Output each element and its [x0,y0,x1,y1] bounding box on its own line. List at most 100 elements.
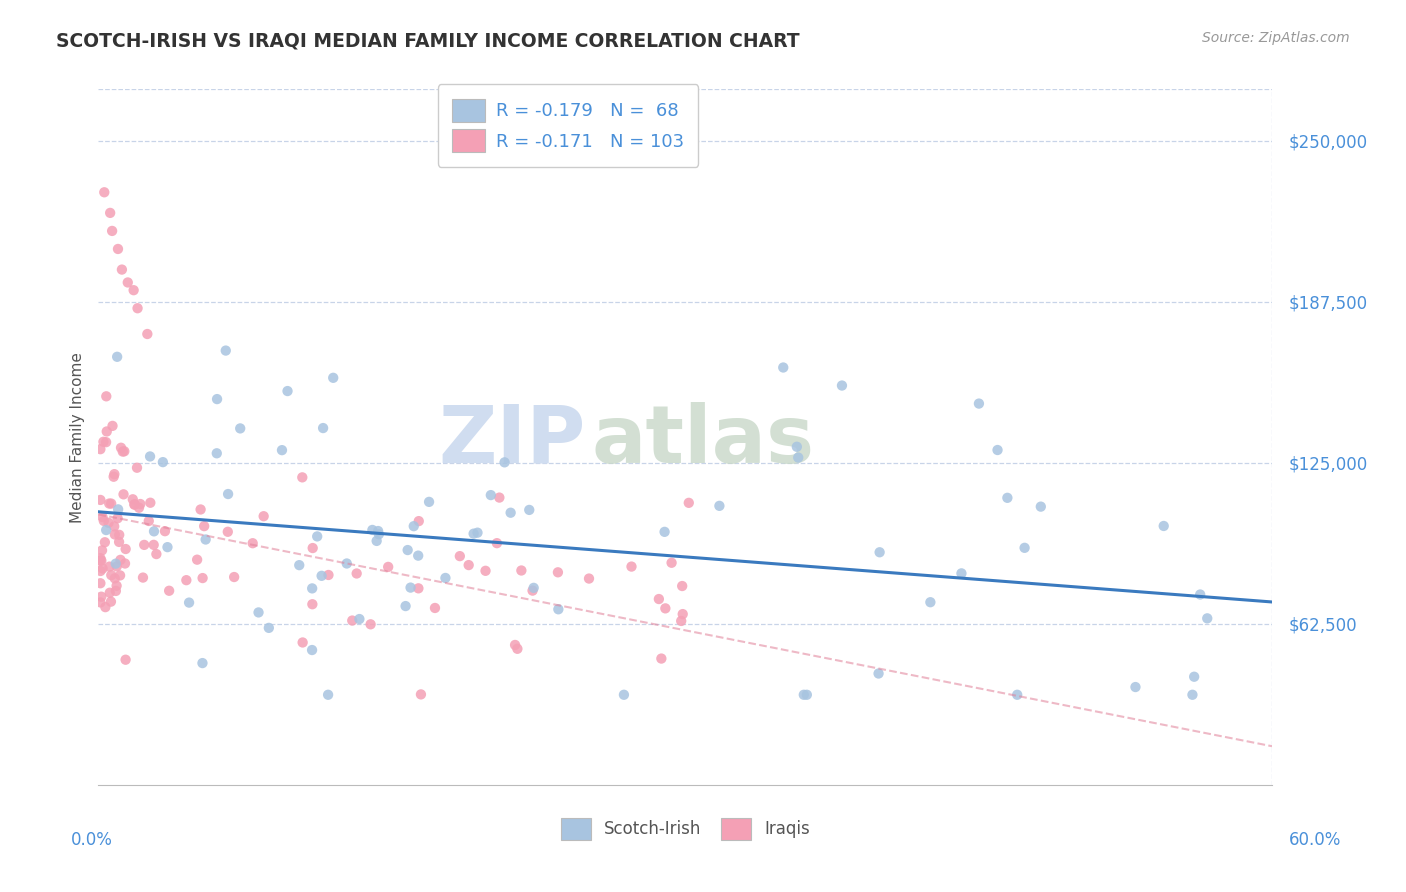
Point [93,514,115,528]
Point [349,612,371,626]
Point [194,533,217,547]
Point [661,556,683,570]
Point [157,583,180,598]
Point [90,554,112,568]
Point [547,602,569,616]
Point [93,434,115,449]
Point [503,638,526,652]
Point [177,596,200,610]
Point [114,653,136,667]
Point [434,571,457,585]
Point [360,617,382,632]
Point [129,497,152,511]
Text: 60.0%: 60.0% [1288,831,1341,849]
Point [408,582,430,596]
Point [301,643,323,657]
Point [868,666,890,681]
Point [90,590,112,604]
Point [132,571,155,585]
Point [318,568,340,582]
Point [316,688,339,702]
Point [474,564,496,578]
Point [307,529,329,543]
Point [114,541,136,556]
Point [1197,611,1219,625]
Point [510,564,533,578]
Point [98,206,121,220]
Point [396,543,419,558]
Point [143,524,166,539]
Point [517,503,540,517]
Point [104,527,127,541]
Point [100,497,122,511]
Point [613,688,636,702]
Point [217,524,239,539]
Point [408,514,430,528]
Point [89,564,111,578]
Point [205,392,228,406]
Point [193,519,215,533]
Point [142,538,165,552]
Point [678,496,700,510]
Point [107,511,129,525]
Point [1005,688,1028,702]
Point [494,455,516,469]
Point [479,488,502,502]
Point [152,455,174,469]
Point [346,566,368,581]
Point [186,552,208,566]
Point [89,442,111,457]
Point [111,262,134,277]
Point [94,435,117,450]
Point [94,600,117,615]
Point [920,595,942,609]
Point [104,583,127,598]
Point [229,421,252,435]
Point [654,601,676,615]
Point [301,541,323,555]
Y-axis label: Median Family Income: Median Family Income [69,351,84,523]
Point [1181,688,1204,702]
Point [139,450,162,464]
Point [367,527,389,541]
Point [257,621,280,635]
Point [995,491,1018,505]
Point [89,576,111,591]
Point [215,343,238,358]
Point [409,687,432,701]
Point [121,492,143,507]
Point [311,569,333,583]
Point [89,595,111,609]
Point [485,536,508,550]
Point [377,560,399,574]
Point [547,566,569,580]
Point [1189,587,1212,601]
Point [139,496,162,510]
Point [406,549,429,563]
Point [796,688,818,702]
Point [205,446,228,460]
Point [104,557,127,571]
Point [97,516,120,530]
Point [89,553,111,567]
Point [103,519,125,533]
Point [457,558,479,573]
Point [224,570,246,584]
Point [506,641,529,656]
Point [190,502,212,516]
Point [288,558,311,573]
Point [117,276,139,290]
Point [125,460,148,475]
Point [247,606,270,620]
Point [650,651,672,665]
Point [648,592,671,607]
Point [322,371,344,385]
Point [98,497,121,511]
Point [271,443,294,458]
Point [522,583,544,598]
Point [367,524,389,538]
Point [336,557,359,571]
Point [986,443,1008,458]
Point [342,614,364,628]
Point [98,586,121,600]
